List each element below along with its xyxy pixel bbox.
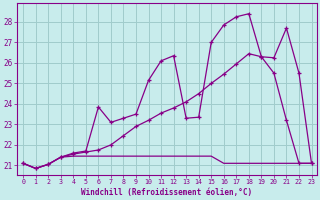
X-axis label: Windchill (Refroidissement éolien,°C): Windchill (Refroidissement éolien,°C): [81, 188, 252, 197]
